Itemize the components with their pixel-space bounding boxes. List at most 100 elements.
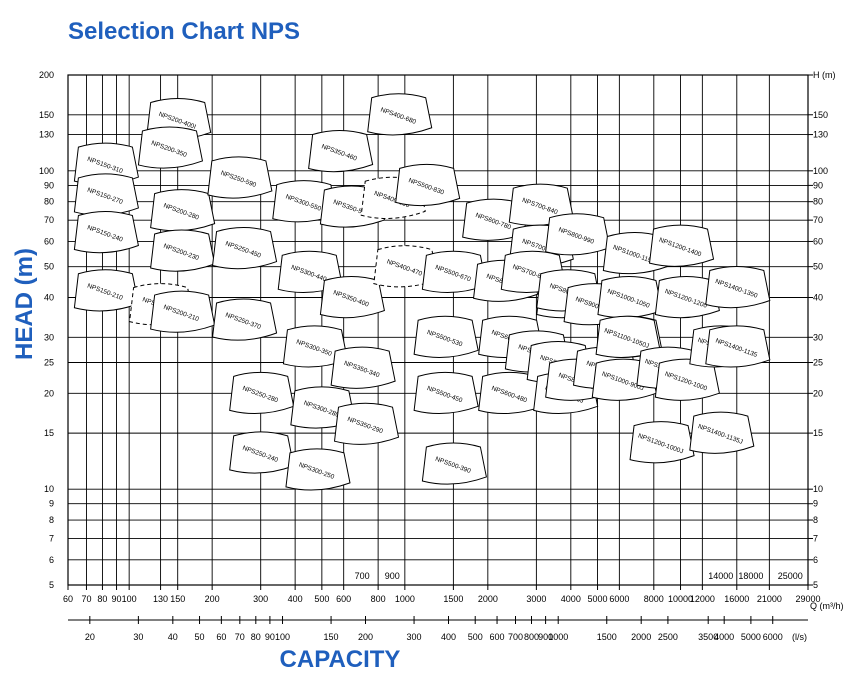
y-tick-label-right: 10 — [813, 484, 823, 494]
y-tick-label-right: 7 — [813, 533, 818, 543]
ls-tick-label: 500 — [468, 632, 483, 642]
ls-unit-label: (l/s) — [792, 632, 807, 642]
x-tick-label: 150 — [170, 594, 185, 604]
y-tick-label-left: 40 — [44, 293, 54, 303]
ls-tick-label: 5000 — [741, 632, 761, 642]
ls-tick-label: 100 — [275, 632, 290, 642]
pump-region — [73, 211, 139, 254]
ls-tick-label: 20 — [85, 632, 95, 642]
x-inner-label: 700 — [355, 571, 370, 581]
ls-tick-label: 30 — [133, 632, 143, 642]
y-tick-label-left: 30 — [44, 332, 54, 342]
x-tick-label: 12000 — [690, 594, 715, 604]
ls-tick-label: 900 — [538, 632, 553, 642]
y-tick-label-left: 15 — [44, 428, 54, 438]
ls-tick-label: 400 — [441, 632, 456, 642]
pump-region — [413, 371, 479, 415]
ls-tick-label: 60 — [216, 632, 226, 642]
x-tick-label: 200 — [205, 594, 220, 604]
x-unit-label: Q (m³/h) — [810, 601, 844, 611]
y-tick-label-left: 150 — [39, 110, 54, 120]
x-inner-label: 900 — [385, 571, 400, 581]
y-tick-label-right: 130 — [813, 130, 828, 140]
y-tick-label-right: 9 — [813, 499, 818, 509]
pump-region — [212, 227, 278, 270]
pump-region — [212, 298, 278, 341]
x-inner-label: 25000 — [778, 571, 803, 581]
pump-region — [689, 411, 755, 454]
pump-region — [413, 315, 479, 358]
y-tick-label-right: 150 — [813, 110, 828, 120]
ls-tick-label: 70 — [235, 632, 245, 642]
y-tick-label-right: 15 — [813, 428, 823, 438]
ls-tick-label: 90 — [265, 632, 275, 642]
y-tick-label-right: 60 — [813, 236, 823, 246]
y-tick-label-left: 5 — [49, 580, 54, 590]
ls-tick-label: 1000 — [548, 632, 568, 642]
x-tick-label: 16000 — [724, 594, 749, 604]
x-tick-label: 5000 — [588, 594, 608, 604]
x-tick-label: 500 — [314, 594, 329, 604]
x-tick-label: 80 — [97, 594, 107, 604]
y-tick-label-left: 60 — [44, 236, 54, 246]
y-tick-label-right: 25 — [813, 357, 823, 367]
y-tick-label-left: 50 — [44, 262, 54, 272]
x-tick-label: 3000 — [526, 594, 546, 604]
y-tick-label-left: 9 — [49, 499, 54, 509]
pump-region — [648, 224, 715, 267]
x-axis-label: CAPACITY — [279, 646, 401, 673]
y-tick-label-left: 80 — [44, 197, 54, 207]
ls-tick-label: 2000 — [631, 632, 651, 642]
y-tick-label-left: 20 — [44, 388, 54, 398]
ls-tick-label: 3500 — [698, 632, 718, 642]
pump-region — [395, 163, 461, 207]
y-tick-label-left: 130 — [39, 130, 54, 140]
ls-tick-label: 80 — [251, 632, 261, 642]
pump-region — [705, 325, 771, 368]
x-tick-label: 70 — [81, 594, 91, 604]
y-tick-label-right: 100 — [813, 166, 828, 176]
chart-title: Selection Chart NPS — [68, 18, 301, 45]
x-tick-label: 300 — [253, 594, 268, 604]
x-tick-label: 10000 — [668, 594, 693, 604]
pump-region — [333, 402, 400, 445]
ls-tick-label: 40 — [168, 632, 178, 642]
y-tick-label-right: 40 — [813, 293, 823, 303]
pump-region — [207, 156, 273, 199]
pump-region — [150, 189, 216, 232]
y-tick-label-left: 100 — [39, 166, 54, 176]
y-tick-label-left: 25 — [44, 357, 54, 367]
y-tick-label-right: 50 — [813, 262, 823, 272]
x-tick-label: 4000 — [561, 594, 581, 604]
pump-region — [330, 346, 396, 389]
x-tick-label: 130 — [153, 594, 168, 604]
y-tick-label-right: 80 — [813, 197, 823, 207]
x-tick-label: 100 — [122, 594, 137, 604]
y-tick-label-right: 90 — [813, 180, 823, 190]
x-tick-label: 2000 — [478, 594, 498, 604]
x-tick-label: 90 — [112, 594, 122, 604]
y-tick-label-right: 20 — [813, 388, 823, 398]
pump-region — [654, 358, 720, 401]
pump-region — [308, 130, 374, 173]
ls-tick-label: 2500 — [658, 632, 678, 642]
x-tick-label: 8000 — [644, 594, 664, 604]
y-tick-label-right: 30 — [813, 332, 823, 342]
y-tick-label-left: 7 — [49, 533, 54, 543]
y-tick-label-left: 6 — [49, 555, 54, 565]
y-tick-label-left: 8 — [49, 515, 54, 525]
pump-region — [137, 126, 204, 169]
ls-tick-label: 50 — [195, 632, 205, 642]
y-tick-label-left: 90 — [44, 180, 54, 190]
pump-region — [319, 276, 385, 319]
x-inner-label: 18000 — [738, 571, 763, 581]
y-tick-label-left: 200 — [39, 70, 54, 80]
ls-tick-label: 200 — [358, 632, 373, 642]
pump-region — [654, 276, 720, 319]
ls-tick-label: 6000 — [763, 632, 783, 642]
pump-region — [421, 442, 487, 485]
x-tick-label: 60 — [63, 594, 73, 604]
ls-tick-label: 4000 — [714, 632, 734, 642]
ls-tick-label: 700 — [508, 632, 523, 642]
